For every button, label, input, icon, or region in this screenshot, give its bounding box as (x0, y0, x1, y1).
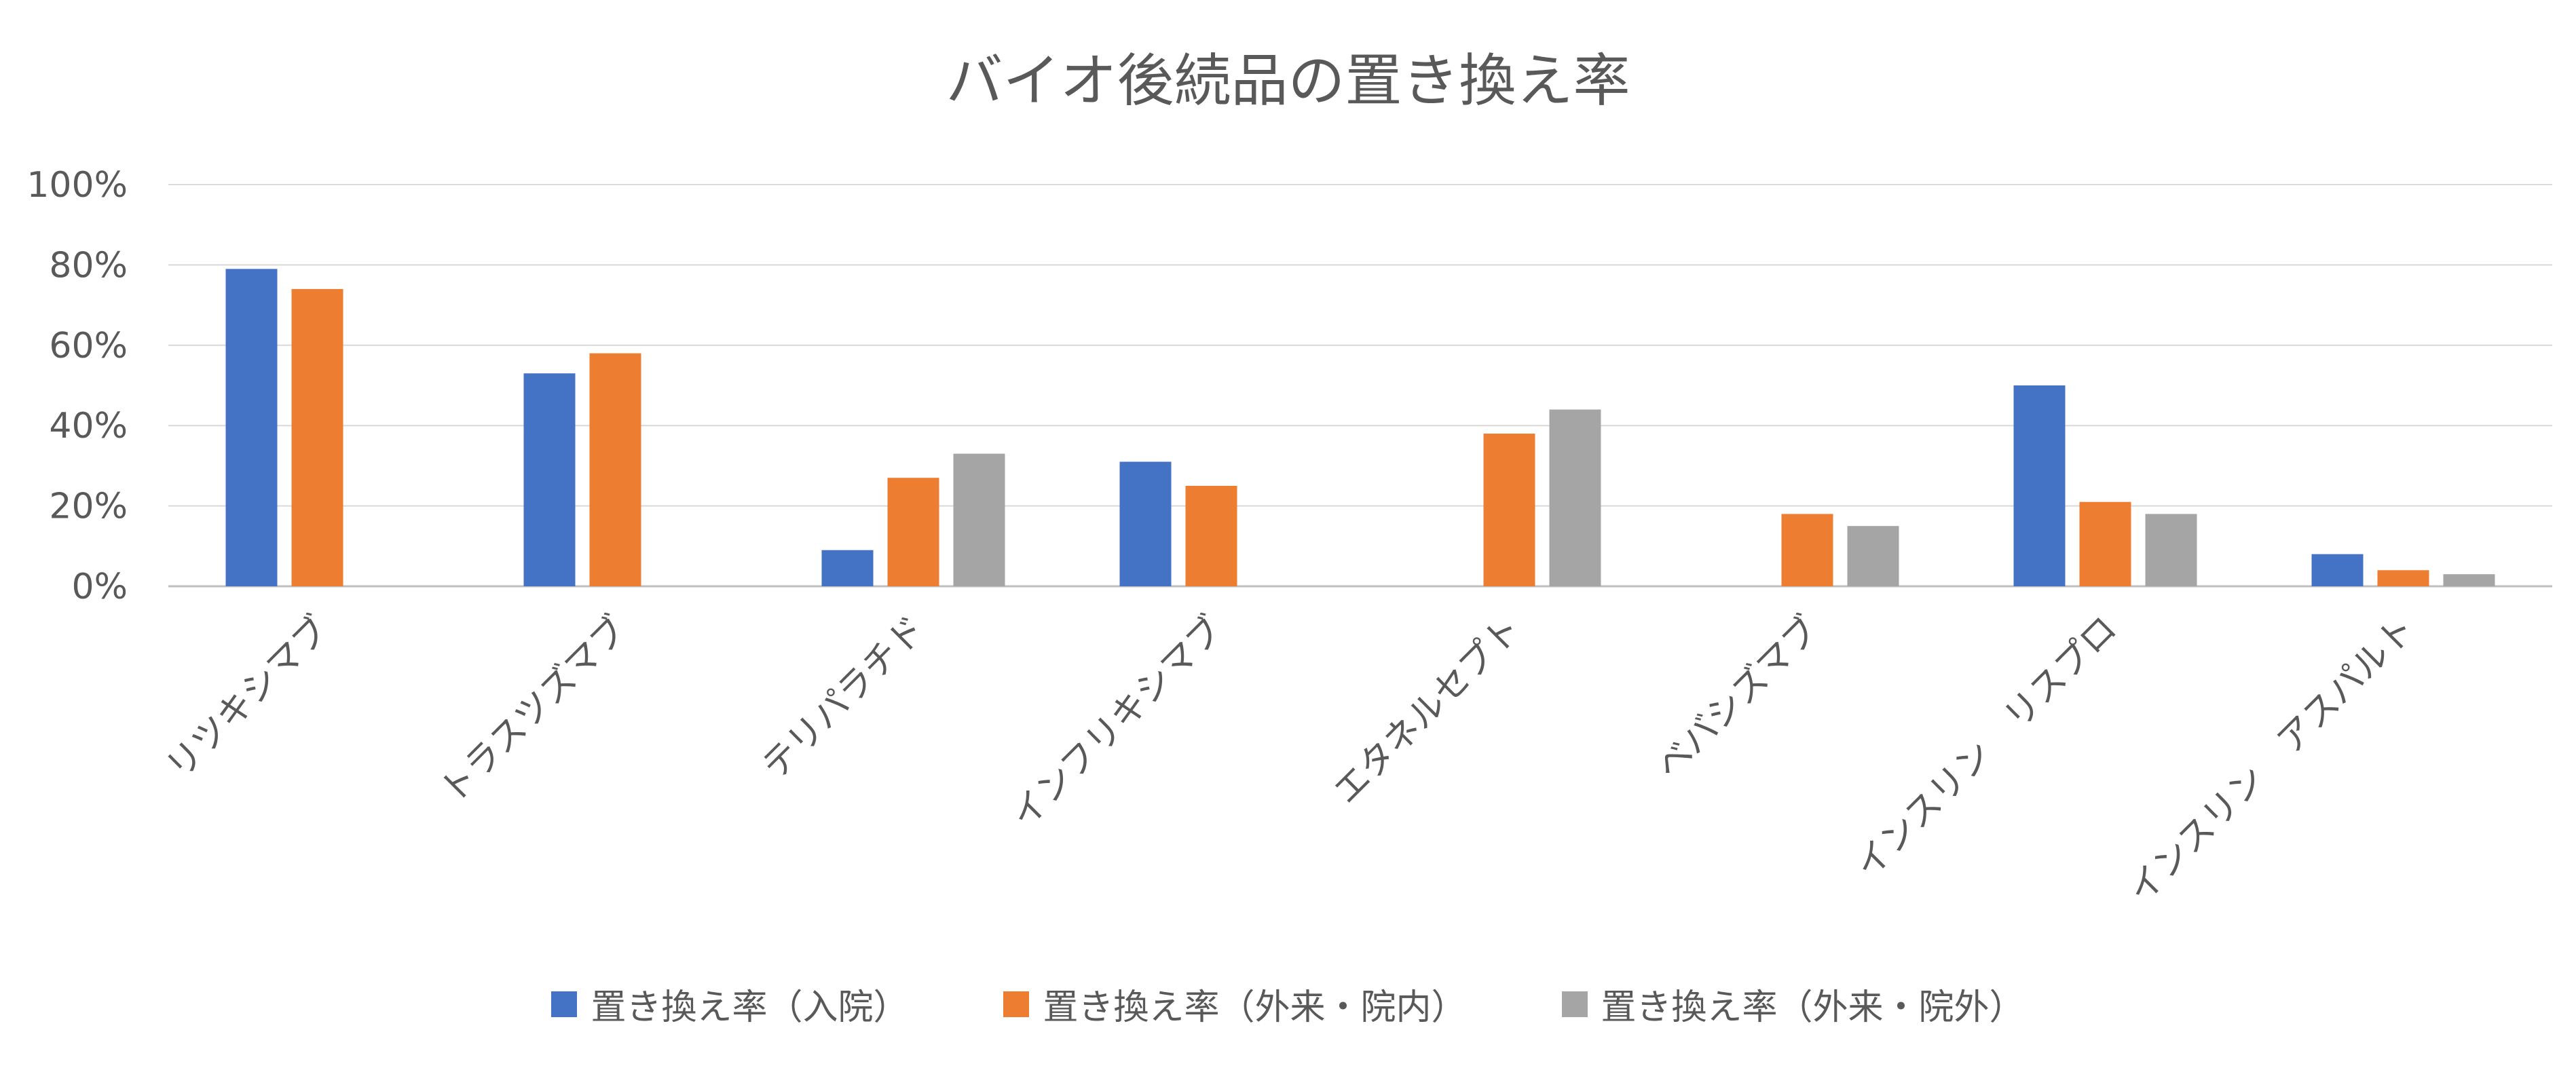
y-tick-label: 60% (49, 326, 128, 366)
legend-label: 置き換え率（入院） (591, 987, 909, 1028)
y-tick-label: 20% (49, 487, 128, 527)
bar (2079, 501, 2131, 586)
legend-item: 置き換え率（入院） (551, 978, 908, 1029)
bar (1549, 409, 1601, 586)
x-tick-label: インスリン アスパルト (2121, 609, 2423, 911)
y-tick-label: 100% (26, 165, 128, 206)
bar (291, 288, 343, 586)
bar (1119, 461, 1172, 586)
bar (953, 453, 1005, 586)
bar (523, 373, 576, 586)
bar (225, 269, 278, 586)
bar (2145, 514, 2197, 586)
y-tick-label: 0% (72, 567, 128, 607)
x-tick-label: ベバシズマブ (1649, 609, 1827, 787)
bar (1185, 486, 1237, 586)
x-tick-label: インスリン リスプロ (1847, 609, 2125, 886)
legend-swatch (1003, 991, 1030, 1017)
bar (1781, 514, 1833, 586)
y-tick-label: 40% (49, 406, 128, 446)
x-tick-label: テリパラチド (755, 609, 933, 787)
x-tick-label: トラスツズマブ (432, 609, 635, 812)
bar (589, 353, 641, 586)
x-tick-label: インフリキシマブ (1003, 609, 1231, 836)
bar (2443, 574, 2495, 586)
legend-label: 置き換え率（外来・院内） (1043, 987, 1467, 1028)
bar (821, 550, 874, 586)
legend-item: 置き換え率（外来・院内） (1003, 978, 1467, 1029)
legend-label: 置き換え率（外来・院外） (1601, 987, 2025, 1028)
x-tick-label: エタネルセプト (1326, 609, 1529, 812)
bar (2013, 385, 2066, 586)
bar (2377, 570, 2429, 586)
legend-swatch (551, 991, 578, 1017)
legend: 置き換え率（入院） 置き換え率（外来・院内） 置き換え率（外来・院外） (0, 978, 2576, 1029)
bar (2311, 554, 2364, 586)
bar (1483, 434, 1535, 586)
chart-title: バイオ後続品の置き換え率 (946, 47, 1630, 114)
y-tick-label: 80% (49, 245, 128, 286)
legend-swatch (1561, 991, 1588, 1017)
legend-item: 置き換え率（外来・院外） (1561, 978, 2025, 1029)
bar (1847, 526, 1899, 586)
bar (887, 478, 939, 586)
x-tick-label: リツキシマブ (159, 609, 337, 787)
